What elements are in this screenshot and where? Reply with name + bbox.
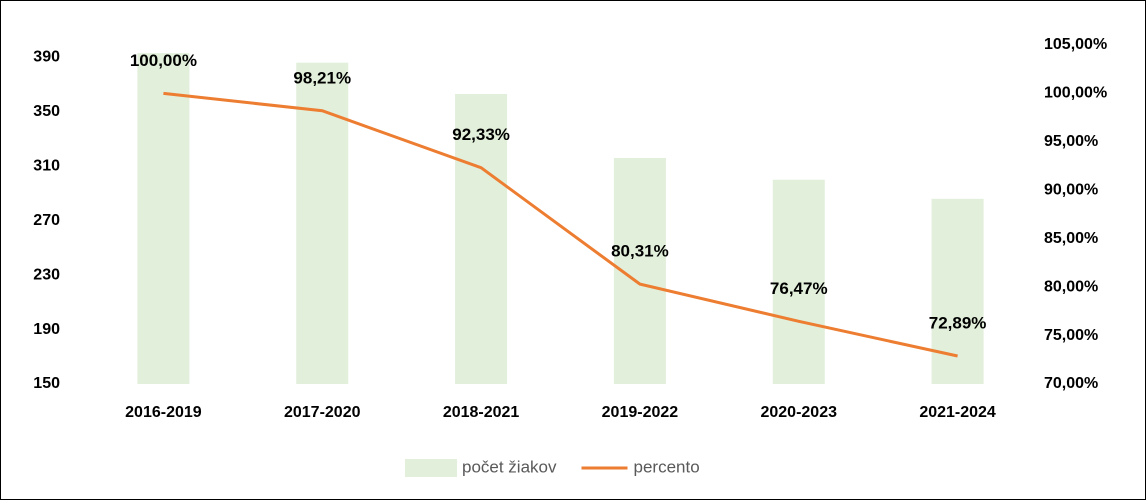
y2-tick-label: 80,00% [1044, 278, 1098, 295]
data-label: 100,00% [130, 51, 197, 70]
y-tick-label: 310 [33, 157, 60, 174]
bar [772, 179, 825, 384]
x-tick-label: 2020-2023 [760, 404, 837, 421]
y2-tick-label: 75,00% [1044, 327, 1098, 344]
y-tick-label: 150 [33, 375, 60, 392]
y2-tick-label: 70,00% [1044, 375, 1098, 392]
y2-tick-label: 105,00% [1044, 36, 1107, 53]
y2-tick-label: 95,00% [1044, 133, 1098, 150]
bar [137, 53, 190, 385]
data-label: 80,31% [611, 242, 669, 261]
legend-label: percento [634, 457, 700, 476]
x-tick-label: 2016-2019 [125, 404, 202, 421]
data-label: 98,21% [293, 68, 351, 87]
y2-tick-label: 90,00% [1044, 182, 1098, 199]
y-tick-label: 390 [33, 48, 60, 65]
y2-tick-label: 100,00% [1044, 85, 1107, 102]
y-tick-label: 190 [33, 321, 60, 338]
data-label: 76,47% [770, 279, 828, 298]
line [163, 91, 958, 358]
x-tick-label: 2021-2024 [919, 404, 996, 421]
y-tick-label: 350 [33, 103, 60, 120]
x-tick-label: 2018-2021 [443, 404, 520, 421]
legend-swatch [405, 459, 457, 477]
y-tick-label: 230 [33, 266, 60, 283]
y-tick-label: 270 [33, 212, 60, 229]
x-tick-label: 2019-2022 [602, 404, 679, 421]
data-label: 92,33% [452, 125, 510, 144]
bar [931, 198, 984, 384]
data-label: 72,89% [929, 313, 987, 332]
x-tick-label: 2017-2020 [284, 404, 361, 421]
y2-tick-label: 85,00% [1044, 230, 1098, 247]
bar [455, 94, 508, 384]
legend-label: počet žiakov [462, 457, 557, 476]
